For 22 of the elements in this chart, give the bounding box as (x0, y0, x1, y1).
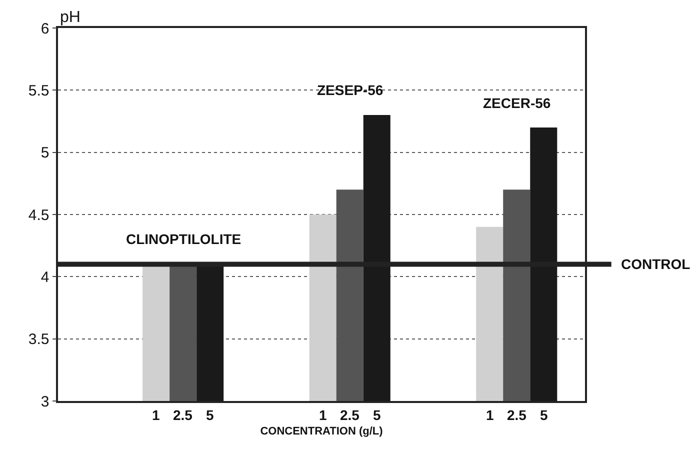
series-label: 2.5 (173, 407, 193, 423)
text: 5 (373, 407, 381, 423)
text: 2.5 (507, 407, 526, 423)
annotation: CLINOPTILOLITE (126, 231, 242, 247)
y-tick-label: 5 (40, 144, 50, 162)
text: 2.5 (340, 407, 360, 423)
text: 5 (206, 407, 214, 423)
y-axis-title: pH (60, 9, 80, 26)
series-label: 5 (540, 407, 548, 423)
y-tick-label: 6 (40, 20, 50, 38)
text: 1 (152, 407, 160, 423)
y-tick-label: 5.5 (28, 82, 50, 100)
text: 1 (319, 407, 327, 423)
y-tick-label: 4 (40, 268, 50, 286)
x-axis-title: CONCENTRATION (g/L) (260, 425, 384, 438)
y-tick-label: 4.5 (28, 206, 50, 224)
series-label: 1 (486, 407, 494, 423)
y-tick-label: 3 (40, 393, 50, 410)
ref-line-label: CONTROL (621, 256, 691, 272)
y-tick-label: 3.5 (28, 331, 50, 348)
annotation: ZESEP-56 (317, 82, 384, 98)
annotation: ZECER-56 (483, 95, 551, 111)
